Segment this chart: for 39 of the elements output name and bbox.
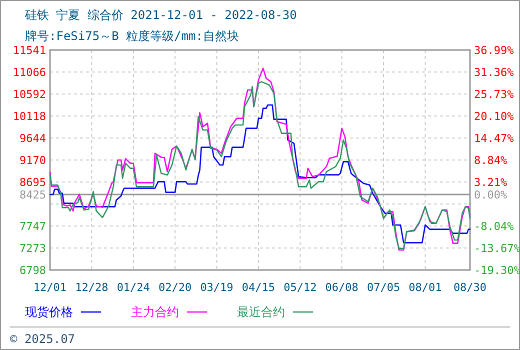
y-tick-label: 11541	[12, 44, 46, 57]
y-tick-label: 11066	[12, 66, 46, 80]
y2-tick-label: 3.21%	[474, 176, 508, 190]
y-tick-label: 8425	[20, 188, 46, 202]
x-tick-label: 08/01	[408, 281, 442, 294]
chart-title: 硅铁 宁夏 综合价 2021-12-01 - 2022-08-30	[24, 8, 297, 22]
x-tick-label: 03/19	[200, 281, 234, 294]
y-tick-label: 7747	[20, 220, 46, 233]
y-tick-label: 7273	[20, 242, 46, 255]
y2-tick-label: 36.99%	[474, 44, 514, 57]
y2-tick-label: 25.73%	[474, 88, 514, 102]
y2-tick-label: 8.84%	[474, 154, 508, 168]
x-tick-label: 02/20	[158, 281, 192, 294]
x-tick-label: 05/12	[284, 281, 317, 294]
x-tick-label: 04/15	[242, 281, 276, 294]
y2-tick-label: -13.67%	[474, 242, 520, 255]
y2-tick-label: -19.30%	[474, 264, 520, 277]
y2-tick-label: 14.47%	[474, 132, 514, 146]
y-tick-label: 9644	[20, 132, 46, 145]
y-tick-label: 10118	[12, 110, 46, 124]
y2-tick-label: 0.00%	[474, 188, 508, 202]
y2-tick-label: -8.04%	[474, 220, 514, 233]
y-tick-label: 10592	[12, 88, 46, 102]
legend-label: 主力合约	[131, 305, 179, 319]
chart-subtitle: 牌号:FeSi75～B 粒度等级/mm:自然块	[25, 29, 239, 43]
y-tick-label: 8695	[20, 176, 46, 190]
x-tick-label: 06/08	[325, 281, 358, 294]
x-tick-label: 07/05	[366, 281, 400, 294]
x-tick-label: 08/30	[453, 281, 487, 294]
y2-tick-label: 20.10%	[474, 110, 514, 124]
x-tick-label: 12/01	[33, 281, 67, 294]
x-tick-label: 01/24	[116, 281, 150, 294]
y-tick-label: 6798	[20, 264, 46, 277]
text: © 2025.07	[10, 332, 76, 346]
y-tick-label: 9170	[20, 154, 46, 167]
y2-tick-label: 31.36%	[474, 66, 514, 80]
legend-label: 最近合约	[237, 305, 285, 319]
legend-label: 现货价格	[25, 305, 73, 319]
x-tick-label: 12/28	[75, 281, 108, 294]
